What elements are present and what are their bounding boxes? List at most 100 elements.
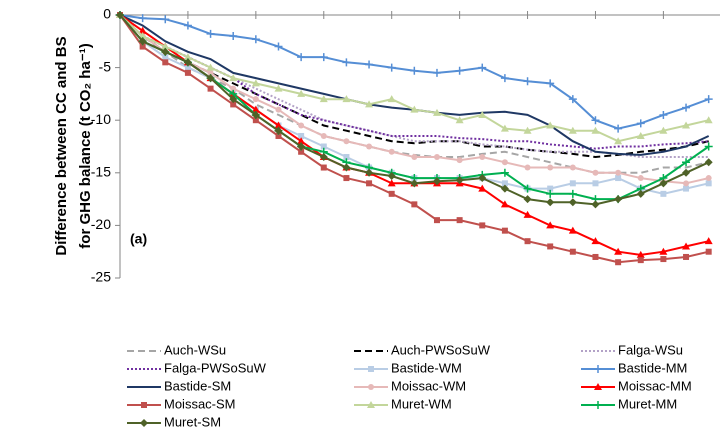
marker [614,124,623,133]
marker [320,132,327,139]
marker [569,248,576,255]
marker [636,189,645,198]
marker [594,401,602,409]
marker [614,137,623,145]
marker [320,143,327,150]
marker [162,59,169,66]
marker [546,121,555,129]
marker [683,180,690,187]
marker [138,37,147,46]
marker [229,95,238,104]
marker [683,253,690,260]
marker [274,126,283,135]
marker [367,401,375,408]
marker [343,175,350,182]
marker [523,210,532,218]
marker [297,89,306,97]
marker [523,184,532,193]
marker [592,169,599,176]
marker [568,198,577,207]
marker [704,116,713,124]
marker [319,153,328,162]
y-tick-label: -5 [99,58,112,74]
marker [591,116,600,125]
annotation: (a) [130,231,147,247]
marker [547,185,554,192]
marker [524,238,531,245]
marker [524,164,531,171]
marker [388,148,395,155]
marker [162,54,169,61]
marker [704,158,713,167]
y-tick-label: -10 [91,111,111,127]
marker [251,110,260,119]
marker [251,105,260,113]
marker [183,53,192,61]
marker [705,248,712,255]
marker [411,154,418,161]
marker [433,217,440,224]
marker [660,190,667,197]
legend-label: Bastide-WM [391,360,462,375]
marker [365,168,374,177]
series [119,14,709,150]
marker [410,66,419,75]
marker [230,101,237,108]
series [117,12,712,266]
marker [274,84,283,92]
marker [206,29,215,38]
marker [682,121,691,129]
marker [592,180,599,187]
marker [207,85,214,92]
marker [615,169,622,176]
marker [546,189,555,198]
marker [501,159,508,166]
marker [637,257,644,264]
marker [547,164,554,171]
marker [682,242,691,250]
marker [568,226,577,234]
marker [500,74,509,83]
marker [298,132,305,139]
marker [659,247,668,255]
marker [139,43,146,50]
series [116,11,713,133]
marker [387,171,396,180]
marker [298,148,305,155]
marker [500,184,509,193]
marker [387,95,396,103]
marker [230,85,237,92]
series-line [119,14,710,156]
y-tick-label: -15 [91,164,111,180]
marker [297,53,306,62]
marker [591,237,600,245]
marker [594,383,602,390]
legend-label: Moissac-WM [391,378,466,393]
marker [183,21,192,30]
marker [682,168,691,177]
marker [387,179,396,187]
marker [161,42,170,50]
legend-label: Muret-SM [164,414,221,429]
marker [568,95,577,104]
series-line [119,14,709,264]
marker [229,32,238,41]
marker [637,175,644,182]
series [116,11,713,258]
marker [500,124,509,132]
series [119,14,709,174]
y-tick-label: 0 [103,6,111,22]
marker [614,195,623,204]
marker [455,66,464,75]
marker [274,121,283,129]
marker [365,100,374,108]
marker [366,180,373,187]
marker [298,122,305,129]
marker [523,195,532,204]
marker [138,32,147,40]
marker [251,79,260,87]
marker [183,58,192,67]
marker [116,11,124,19]
marker [140,419,148,427]
marker [297,142,306,151]
